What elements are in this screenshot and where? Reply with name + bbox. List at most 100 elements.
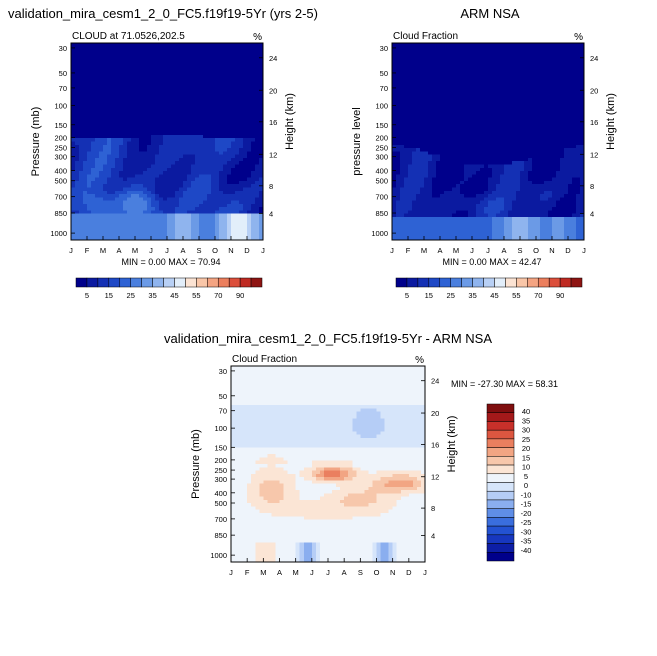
contour-cell — [231, 226, 236, 231]
contour-cell — [412, 177, 417, 182]
contour-cell — [71, 184, 76, 188]
contour-cell — [255, 203, 260, 208]
contour-cell — [448, 213, 453, 218]
contour-cell — [512, 118, 517, 123]
contour-cell — [488, 220, 493, 224]
contour-cell — [155, 105, 160, 110]
contour-cell — [468, 115, 473, 119]
contour-cell — [183, 121, 188, 126]
contour-cell — [440, 161, 445, 165]
contour-cell — [472, 197, 477, 201]
contour-cell — [400, 118, 405, 123]
contour-cell — [412, 203, 417, 208]
contour-cell — [99, 217, 104, 221]
contour-cell — [444, 197, 449, 201]
contour-cell — [488, 49, 493, 54]
contour-cell — [71, 233, 76, 238]
contour-cell — [207, 144, 212, 149]
contour-cell — [139, 220, 144, 224]
contour-cell — [75, 144, 80, 149]
contour-cell — [231, 46, 236, 50]
contour-cell — [167, 167, 172, 172]
contour-cell — [183, 233, 188, 238]
contour-cell — [247, 52, 252, 57]
contour-cell — [460, 220, 465, 224]
contour-cell — [163, 233, 168, 238]
contour-cell — [444, 69, 449, 73]
contour-cell — [111, 148, 116, 152]
contour-cell — [163, 144, 168, 149]
contour-cell — [135, 85, 140, 90]
contour-cell — [416, 226, 421, 231]
contour-cell — [516, 233, 521, 238]
contour-cell — [412, 92, 417, 96]
contour-cell — [432, 226, 437, 231]
contour-cell — [255, 197, 260, 201]
contour-cell — [223, 161, 228, 165]
contour-cell — [496, 148, 501, 152]
colorbar-label: 5 — [85, 291, 89, 300]
contour-cell — [480, 236, 485, 241]
contour-cell — [452, 220, 457, 224]
contour-cell — [183, 59, 188, 64]
contour-cell — [484, 82, 489, 87]
y-tick-label: 250 — [54, 144, 67, 153]
contour-cell — [83, 128, 88, 133]
contour-cell — [400, 46, 405, 50]
contour-cell — [83, 177, 88, 182]
contour-cell — [512, 92, 517, 96]
contour-cell — [83, 154, 88, 159]
contour-cell — [235, 190, 240, 195]
contour-cell — [488, 75, 493, 80]
contour-cell — [123, 174, 128, 179]
contour-cell — [408, 161, 413, 165]
contour-cell — [444, 121, 449, 126]
contour-cell — [512, 190, 517, 195]
contour-cell — [127, 197, 132, 201]
contour-cell — [71, 108, 76, 113]
contour-cell — [255, 102, 260, 106]
contour-cell — [215, 197, 220, 201]
contour-cell — [496, 69, 501, 73]
contour-cell — [472, 190, 477, 195]
contour-cell — [492, 220, 497, 224]
contour-cell — [119, 190, 124, 195]
contour-cell — [484, 85, 489, 90]
contour-cell — [444, 62, 449, 67]
contour-cell — [235, 177, 240, 182]
contour-cell — [191, 115, 196, 119]
contour-cell — [163, 230, 168, 234]
contour-cell — [147, 148, 152, 152]
contour-cell — [211, 115, 216, 119]
contour-cell — [255, 115, 260, 119]
contour-cell — [396, 69, 401, 73]
contour-cell — [492, 46, 497, 50]
contour-cell — [480, 121, 485, 126]
contour-cell — [464, 207, 469, 211]
contour-cell — [179, 59, 184, 64]
contour-cell — [464, 59, 469, 64]
contour-cell — [392, 213, 397, 218]
contour-cell — [159, 98, 164, 103]
contour-cell — [215, 213, 220, 218]
contour-cell — [488, 95, 493, 100]
contour-cell — [131, 105, 136, 110]
contour-cell — [396, 108, 401, 113]
contour-cell — [103, 43, 108, 47]
contour-cell — [103, 98, 108, 103]
contour-cell — [259, 95, 264, 100]
contour-cell — [480, 85, 485, 90]
contour-cell — [432, 134, 437, 139]
contour-cell — [111, 154, 116, 159]
contour-cell — [143, 144, 148, 149]
contour-cell — [239, 161, 244, 165]
contour-cell — [424, 213, 429, 218]
contour-cell — [500, 164, 505, 169]
contour-cell — [151, 148, 156, 152]
contour-cell — [468, 98, 473, 103]
contour-cell — [400, 151, 405, 156]
contour-cell — [259, 167, 264, 172]
contour-cell — [492, 151, 497, 156]
contour-cell — [195, 138, 200, 142]
contour-cell — [87, 154, 92, 159]
